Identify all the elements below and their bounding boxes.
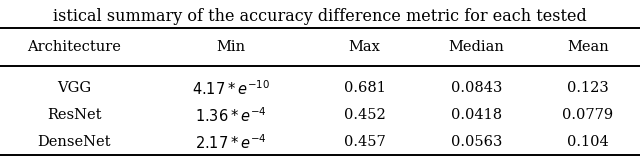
Text: 0.0563: 0.0563	[451, 135, 502, 149]
Text: istical summary of the accuracy difference metric for each tested: istical summary of the accuracy differen…	[53, 8, 587, 25]
Text: Median: Median	[449, 40, 504, 54]
Text: DenseNet: DenseNet	[38, 135, 111, 149]
Text: Architecture: Architecture	[28, 40, 122, 54]
Text: VGG: VGG	[58, 82, 92, 95]
Text: 0.452: 0.452	[344, 108, 385, 122]
Text: 0.681: 0.681	[344, 82, 385, 95]
Text: 0.0843: 0.0843	[451, 82, 502, 95]
Text: 0.104: 0.104	[567, 135, 609, 149]
Text: Min: Min	[216, 40, 245, 54]
Text: 0.457: 0.457	[344, 135, 385, 149]
Text: 0.123: 0.123	[567, 82, 609, 95]
Text: $2.17 * e^{-4}$: $2.17 * e^{-4}$	[195, 133, 267, 152]
Text: $1.36 * e^{-4}$: $1.36 * e^{-4}$	[195, 106, 267, 125]
Text: Max: Max	[349, 40, 381, 54]
Text: 0.0418: 0.0418	[451, 108, 502, 122]
Text: 0.0779: 0.0779	[563, 108, 614, 122]
Text: ResNet: ResNet	[47, 108, 102, 122]
Text: $4.17 * e^{-10}$: $4.17 * e^{-10}$	[191, 79, 270, 98]
Text: Mean: Mean	[567, 40, 609, 54]
